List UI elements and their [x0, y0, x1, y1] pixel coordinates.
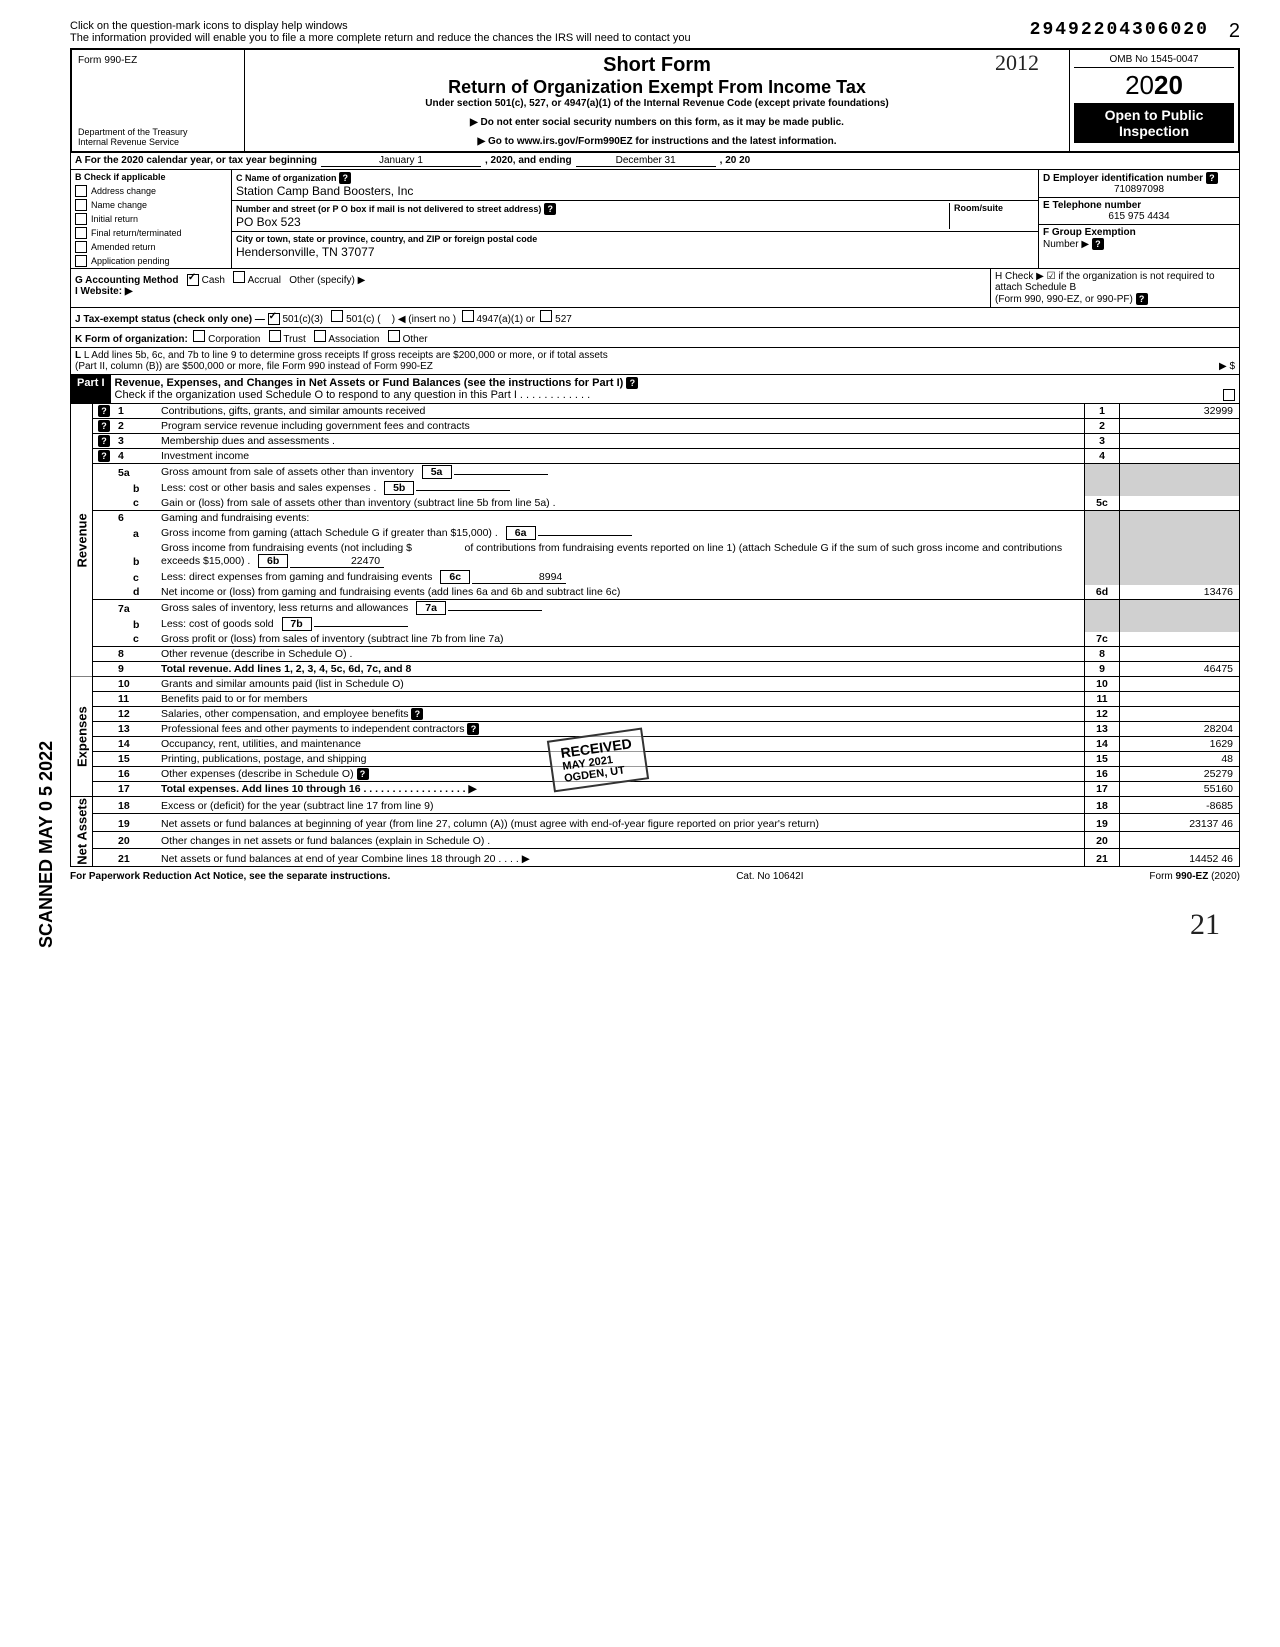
b-label: B Check if applicable	[71, 170, 231, 184]
group-label: F Group Exemption	[1043, 227, 1136, 238]
row-g-h-i: G Accounting Method Cash Accrual Other (…	[70, 269, 1240, 308]
form-header: Form 990-EZ Department of the Treasury I…	[70, 48, 1240, 153]
help-icon[interactable]: ?	[98, 420, 110, 432]
netassets-label: Net Assets	[71, 797, 93, 867]
top-bar: Click on the question-mark icons to disp…	[70, 20, 1240, 44]
phone: 615 975 4434	[1043, 211, 1235, 222]
help-icon[interactable]: ?	[98, 405, 110, 417]
main-table: Revenue ? 1 Contributions, gifts, grants…	[70, 404, 1240, 867]
row-a: A For the 2020 calendar year, or tax yea…	[70, 153, 1240, 170]
h-note2: (Form 990, 990-EZ, or 990-PF) ?	[995, 293, 1235, 305]
cb-amended-return[interactable]: Amended return	[71, 240, 231, 254]
c-name-label: C Name of organization	[236, 173, 337, 183]
cb-cash[interactable]	[187, 274, 199, 286]
note-ssn: ▶ Do not enter social security numbers o…	[255, 117, 1059, 128]
help-icon[interactable]: ?	[98, 450, 110, 462]
omb-number: OMB No 1545-0047	[1074, 54, 1234, 68]
dept: Department of the Treasury Internal Reve…	[78, 127, 238, 147]
form-number: 990-EZ	[104, 55, 137, 66]
help-icon[interactable]: ?	[98, 435, 110, 447]
amt-6d: 13476	[1120, 585, 1240, 600]
org-city: Hendersonville, TN 37077	[236, 245, 375, 259]
h-note: H Check ▶ ☑ if the organization is not r…	[995, 271, 1235, 293]
amt-16: 25279	[1120, 767, 1240, 782]
amt-13: 28204	[1120, 722, 1240, 737]
cb-501c[interactable]	[331, 310, 343, 322]
org-address: PO Box 523	[236, 215, 301, 229]
ein: 710897098	[1043, 184, 1235, 195]
cb-4947[interactable]	[462, 310, 474, 322]
handwritten-page: 21	[1190, 908, 1220, 942]
cb-application-pending[interactable]: Application pending	[71, 254, 231, 268]
city-label: City or town, state or province, country…	[236, 234, 537, 244]
tax-year: 2020	[1074, 70, 1234, 101]
cb-527[interactable]	[540, 310, 552, 322]
row-k: K Form of organization: Corporation Trus…	[70, 328, 1240, 348]
amt-18: -8685	[1120, 797, 1240, 814]
room-label: Room/suite	[954, 203, 1003, 213]
amt-19: 23137 46	[1120, 814, 1240, 831]
org-name: Station Camp Band Boosters, Inc	[236, 184, 413, 198]
cb-address-change[interactable]: Address change	[71, 184, 231, 198]
cb-accrual[interactable]	[233, 271, 245, 283]
row-l: L L Add lines 5b, 6c, and 7b to line 9 t…	[70, 348, 1240, 375]
addr-label: Number and street (or P O box if mail is…	[236, 204, 541, 214]
cb-corp[interactable]	[193, 330, 205, 342]
short-form-label: Short Form	[255, 54, 1059, 77]
amt-6c: 8994	[472, 571, 566, 584]
open-public: Open to Public Inspection	[1074, 103, 1234, 143]
website-label: I Website: ▶	[75, 286, 986, 297]
page-number: 2	[1229, 20, 1240, 43]
handwritten-year: 2012	[995, 50, 1039, 76]
revenue-label: Revenue	[71, 404, 93, 677]
help-icon[interactable]: ?	[1092, 238, 1104, 250]
cb-final-return[interactable]: Final return/terminated	[71, 226, 231, 240]
help-icon[interactable]: ?	[1136, 293, 1148, 305]
cb-other-org[interactable]	[388, 330, 400, 342]
part1-header: Part I Revenue, Expenses, and Changes in…	[70, 375, 1240, 404]
hint2: The information provided will enable you…	[70, 32, 691, 44]
amt-6b: 22470	[290, 555, 384, 568]
form-title: Return of Organization Exempt From Incom…	[255, 77, 1059, 98]
form-subtitle: Under section 501(c), 527, or 4947(a)(1)…	[255, 98, 1059, 109]
hint1: Click on the question-mark icons to disp…	[70, 20, 691, 32]
section-bcd: B Check if applicable Address change Nam…	[70, 170, 1240, 269]
help-icon[interactable]: ?	[544, 203, 556, 215]
amt-17: 55160	[1120, 782, 1240, 797]
note-url: ▶ Go to www.irs.gov/Form990EZ for instru…	[255, 136, 1059, 147]
cb-assoc[interactable]	[314, 330, 326, 342]
amt-9: 46475	[1120, 662, 1240, 677]
footer: For Paperwork Reduction Act Notice, see …	[70, 871, 1240, 882]
help-icon[interactable]: ?	[626, 377, 638, 389]
cb-name-change[interactable]: Name change	[71, 198, 231, 212]
dln: 29492204306020	[1030, 20, 1209, 40]
ein-label: D Employer identification number	[1043, 173, 1203, 184]
help-icon[interactable]: ?	[357, 768, 369, 780]
amt-15: 48	[1120, 752, 1240, 767]
help-icon[interactable]: ?	[411, 708, 423, 720]
form-prefix: Form	[78, 55, 101, 66]
cb-trust[interactable]	[269, 330, 281, 342]
help-icon[interactable]: ?	[339, 172, 351, 184]
phone-label: E Telephone number	[1043, 200, 1141, 211]
cb-initial-return[interactable]: Initial return	[71, 212, 231, 226]
cb-501c3[interactable]	[268, 313, 280, 325]
help-icon[interactable]: ?	[1206, 172, 1218, 184]
scanned-stamp: SCANNED MAY 0 5 2022	[34, 660, 59, 1028]
help-icon[interactable]: ?	[467, 723, 479, 735]
amt-21: 14452 46	[1120, 849, 1240, 866]
cb-schedule-o[interactable]	[1223, 389, 1235, 401]
expenses-label: Expenses	[71, 677, 93, 797]
amt-14: 1629	[1120, 737, 1240, 752]
row-j: J Tax-exempt status (check only one) — 5…	[70, 308, 1240, 328]
amt-1: 32999	[1120, 404, 1240, 419]
